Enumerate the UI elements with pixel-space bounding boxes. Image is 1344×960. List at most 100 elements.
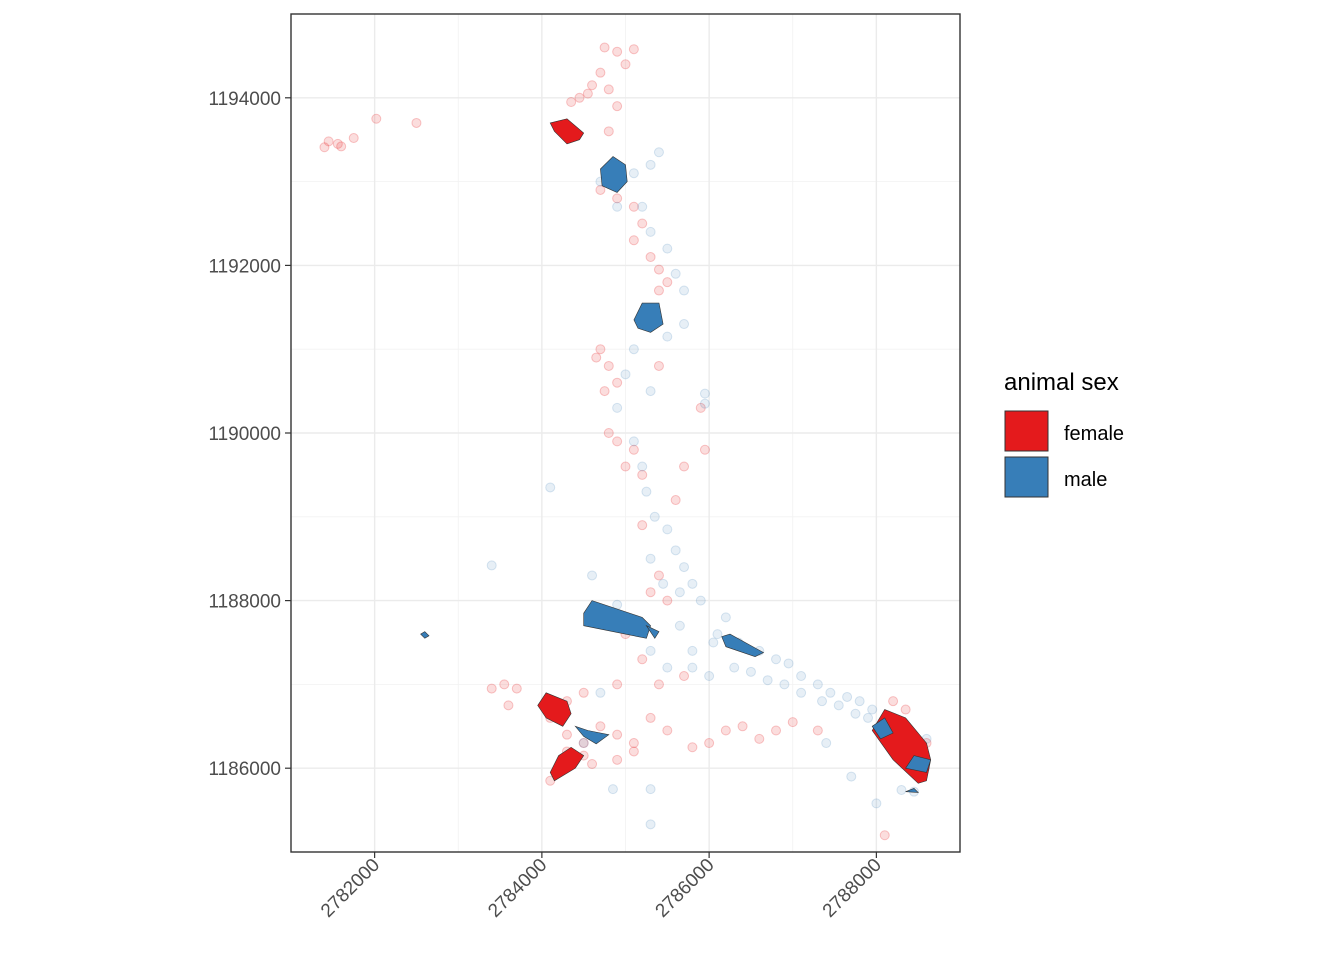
- data-point-female: [561, 729, 572, 740]
- data-point-male: [745, 666, 756, 677]
- data-point-female: [503, 700, 514, 711]
- data-point-female: [687, 742, 698, 753]
- data-point-male: [825, 687, 836, 698]
- home-range-polygon-male: [633, 302, 664, 333]
- data-point-female: [628, 44, 639, 55]
- data-point-female: [323, 136, 334, 147]
- home-range-polygon-male: [420, 631, 430, 639]
- data-point-male: [662, 331, 673, 342]
- data-point-male: [628, 344, 639, 355]
- data-point-male: [699, 398, 710, 409]
- y-tick-label: 1194000: [208, 89, 281, 110]
- data-point-male: [645, 386, 656, 397]
- legend-swatch-male: [1004, 456, 1049, 498]
- data-point-male: [699, 388, 710, 399]
- data-point-female: [371, 113, 382, 124]
- data-point-male: [645, 645, 656, 656]
- data-point-male: [679, 562, 690, 573]
- home-range-polygon-male: [645, 624, 660, 639]
- data-point-female: [348, 133, 359, 144]
- data-point-female: [699, 444, 710, 455]
- legend-title: animal sex: [1004, 369, 1119, 396]
- data-point-male: [645, 553, 656, 564]
- data-point-female: [595, 721, 606, 732]
- data-point-female: [574, 92, 585, 103]
- data-point-female: [595, 344, 606, 355]
- home-range-polygon-male: [905, 755, 932, 773]
- home-range-polygon-male: [583, 600, 651, 639]
- data-point-male: [612, 402, 623, 413]
- data-point-female: [612, 101, 623, 112]
- data-point-female: [628, 235, 639, 246]
- data-point-female: [486, 683, 497, 694]
- data-point-female: [628, 201, 639, 212]
- y-tick-label: 1190000: [208, 424, 281, 445]
- y-tick-label: 1186000: [208, 759, 281, 780]
- data-point-female: [637, 469, 648, 480]
- data-point-male: [687, 662, 698, 673]
- data-point-female: [653, 360, 664, 371]
- data-point-male: [720, 612, 731, 623]
- y-tick-label: 1188000: [208, 592, 281, 613]
- data-point-male: [486, 560, 497, 571]
- data-point-female: [787, 717, 798, 728]
- data-point-female: [603, 84, 614, 95]
- home-range-polygon-female: [537, 692, 572, 727]
- data-point-male: [812, 679, 823, 690]
- data-point-female: [612, 46, 623, 57]
- data-point-male: [637, 461, 648, 472]
- data-point-female: [591, 352, 602, 363]
- data-point-female: [620, 59, 631, 70]
- data-point-male: [645, 159, 656, 170]
- data-point-male: [645, 226, 656, 237]
- data-point-female: [612, 193, 623, 204]
- data-point-female: [720, 725, 731, 736]
- data-point-female: [628, 738, 639, 749]
- data-point-male: [708, 637, 719, 648]
- data-point-female: [653, 679, 664, 690]
- data-point-male: [850, 708, 861, 719]
- data-point-male: [771, 654, 782, 665]
- data-point-female: [578, 687, 589, 698]
- data-point-female: [612, 436, 623, 447]
- data-point-female: [612, 754, 623, 765]
- data-point-female: [754, 733, 765, 744]
- data-point-male: [704, 671, 715, 682]
- data-point-male: [779, 679, 790, 690]
- data-point-female: [603, 360, 614, 371]
- data-point-male: [871, 798, 882, 809]
- data-point-male: [649, 511, 660, 522]
- legend-label-female: female: [1064, 423, 1124, 445]
- data-point-male: [729, 662, 740, 673]
- data-point-male: [645, 784, 656, 795]
- data-point-female: [637, 218, 648, 229]
- data-point-male: [670, 545, 681, 556]
- data-point-male: [863, 712, 874, 723]
- data-point-female: [645, 252, 656, 263]
- data-point-male: [674, 620, 685, 631]
- data-point-male: [628, 436, 639, 447]
- data-point-female: [645, 587, 656, 598]
- data-point-female: [603, 428, 614, 438]
- data-point-male: [578, 738, 589, 749]
- data-point-female: [679, 671, 690, 682]
- data-point-male: [645, 819, 656, 830]
- home-range-polygon-male: [721, 633, 765, 658]
- data-point-female: [637, 520, 648, 531]
- legend-label-male: male: [1064, 469, 1107, 491]
- data-point-female: [595, 184, 606, 195]
- data-point-female: [628, 746, 639, 757]
- data-point-male: [670, 268, 681, 279]
- data-point-male: [867, 704, 878, 715]
- home-range-polygon-female: [549, 746, 585, 782]
- data-point-female: [771, 725, 782, 736]
- y-tick-label: 1192000: [208, 256, 281, 277]
- data-point-female: [587, 80, 598, 91]
- data-point-male: [821, 738, 832, 749]
- data-point-female: [582, 88, 593, 99]
- data-point-female: [737, 721, 748, 732]
- data-point-male: [842, 691, 853, 702]
- home-range-polygons: [420, 118, 932, 793]
- data-point-female: [653, 264, 664, 275]
